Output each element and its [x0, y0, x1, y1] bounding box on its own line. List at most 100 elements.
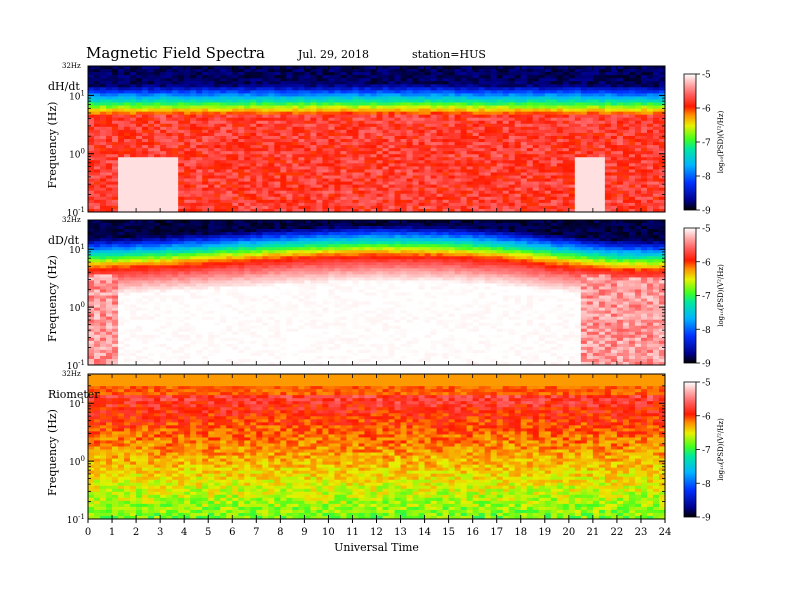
spectrogram-cell — [112, 271, 119, 275]
spectrogram-cell — [616, 108, 624, 113]
spectrogram-cell — [352, 75, 359, 79]
spectrogram-cell — [472, 181, 480, 186]
spectrogram-cell — [106, 277, 113, 281]
spectrogram-cell — [496, 111, 504, 116]
spectrogram-cell — [616, 102, 624, 106]
spectrogram-cell — [646, 135, 654, 140]
spectrogram-cell — [256, 126, 263, 131]
spectrogram-cell — [202, 78, 209, 82]
spectrogram-cell — [334, 96, 341, 100]
spectrogram-cell — [364, 78, 371, 82]
spectrogram-cell — [640, 139, 648, 143]
spectrogram-cell — [382, 72, 389, 76]
spectrogram-cell — [424, 87, 431, 91]
spectrogram-cell — [610, 166, 618, 170]
spectrogram-cell — [400, 142, 407, 146]
spectrogram-cell — [622, 154, 630, 158]
spectrogram-cell — [400, 123, 407, 128]
spectrogram-cell — [118, 235, 125, 239]
spectrogram-cell — [142, 123, 149, 128]
spectrogram-cell — [628, 205, 636, 210]
spectrogram-cell — [190, 187, 197, 192]
spectrogram-cell — [580, 72, 588, 76]
spectrogram-cell — [442, 129, 450, 134]
spectrogram-cell — [160, 163, 167, 167]
spectrogram-cell — [520, 102, 528, 106]
spectrogram-cell — [88, 157, 95, 161]
spectrogram-cell — [100, 72, 107, 76]
spectrogram-cell — [616, 135, 624, 140]
spectrogram-cell — [394, 96, 401, 100]
spectrogram-cell — [616, 154, 624, 158]
spectrogram-cell — [226, 175, 233, 179]
spectrogram-cell — [190, 117, 197, 122]
spectrogram-cell — [340, 84, 347, 88]
spectrogram-cell — [100, 117, 107, 122]
spectrogram-cell — [364, 190, 371, 195]
spectrogram-cell — [610, 114, 618, 119]
spectrogram-cell — [166, 151, 173, 155]
spectrogram-cell — [502, 181, 510, 186]
spectrogram-cell — [370, 132, 377, 137]
spectrogram-cell — [604, 75, 612, 79]
spectrogram-cell — [334, 66, 341, 70]
spectrogram-cell — [568, 135, 576, 140]
spectrogram-cell — [394, 193, 401, 198]
spectrogram-cell — [544, 111, 552, 116]
spectrogram-cell — [610, 72, 618, 76]
spectrogram-cell — [442, 114, 450, 119]
spectrogram-cell — [508, 114, 516, 119]
spectrogram-cell — [400, 111, 407, 116]
spectrogram-cell — [598, 148, 606, 152]
spectrogram-cell — [208, 184, 215, 189]
spectrogram-cell — [340, 90, 347, 94]
spectrogram-cell — [598, 202, 606, 207]
spectrogram-cell — [154, 96, 161, 100]
spectrogram-cell — [568, 123, 576, 128]
spectrogram-cell — [238, 108, 245, 113]
spectrogram-cell — [154, 139, 161, 143]
spectrogram-cell — [604, 108, 612, 113]
spectrogram-cell — [244, 111, 251, 116]
spectrogram-cell — [274, 75, 281, 79]
spectrogram-cell — [118, 90, 125, 94]
spectrogram-cell — [196, 157, 203, 161]
spectrogram-cell — [628, 142, 636, 146]
spectrogram-cell — [166, 178, 173, 182]
spectrogram-cell — [370, 66, 377, 70]
spectrogram-cell — [418, 145, 425, 149]
spectrogram-cell — [424, 196, 431, 201]
spectrogram-cell — [616, 139, 624, 143]
spectrogram-cell — [262, 145, 269, 149]
spectrogram-cell — [484, 160, 492, 164]
spectrogram-cell — [424, 151, 431, 155]
spectrogram-cell — [454, 87, 462, 91]
spectrogram-cell — [346, 69, 353, 73]
spectrogram-cell — [496, 126, 504, 131]
spectrogram-cell — [508, 129, 516, 134]
spectrogram-cell — [544, 163, 552, 167]
spectrogram-cell — [430, 102, 437, 106]
spectrogram-cell — [508, 69, 516, 73]
spectrogram-cell — [382, 202, 389, 207]
spectrogram-cell — [160, 166, 167, 170]
spectrogram-cell — [220, 181, 227, 186]
spectrogram-cell — [208, 172, 215, 176]
spectrogram-cell — [364, 187, 371, 192]
spectrogram-cell — [442, 193, 450, 198]
spectrogram-cell — [460, 172, 468, 176]
spectrogram-cell — [580, 81, 588, 85]
spectrogram-cell — [592, 142, 600, 146]
spectrogram-cell — [502, 81, 510, 85]
spectrogram-cell — [328, 93, 335, 97]
spectrogram-cell — [100, 114, 107, 119]
spectrogram-cell — [268, 126, 275, 131]
spectrogram-cell — [562, 154, 570, 158]
spectrogram-cell — [238, 169, 245, 173]
spectrogram-cell — [556, 157, 564, 161]
spectrogram-cell — [238, 187, 245, 192]
spectrogram-cell — [256, 135, 263, 140]
spectrogram-cell — [472, 126, 480, 131]
spectrogram-cell — [448, 129, 456, 134]
spectrogram-cell — [358, 181, 365, 186]
